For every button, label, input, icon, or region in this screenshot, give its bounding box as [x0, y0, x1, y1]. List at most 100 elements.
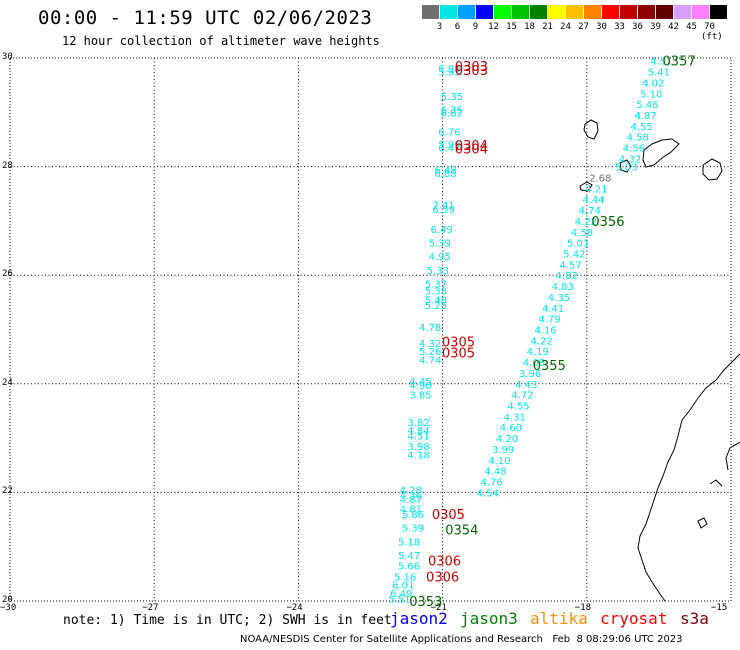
- wave-height-value: 4.60: [500, 423, 522, 434]
- color-scale-label: 9: [472, 22, 479, 32]
- wave-height-value: 4.19: [527, 347, 549, 358]
- wave-height-value: 3.96: [519, 369, 541, 380]
- wave-height-value: 5.47: [398, 551, 420, 562]
- legend-cryosat: cryosat: [600, 609, 668, 628]
- wave-height-value: 4.90: [409, 381, 431, 392]
- wave-height-value: 4.21: [585, 184, 607, 195]
- wave-height-value: 3.82: [407, 418, 429, 429]
- wave-height-value: 4.44: [582, 195, 604, 206]
- legend-s3a: s3a: [680, 609, 709, 628]
- wave-height-value: 5.66: [398, 562, 420, 573]
- color-swatch: [710, 5, 727, 19]
- wave-height-value: 4.55: [630, 122, 652, 133]
- wave-height-value: 6.35: [441, 106, 463, 117]
- color-scale-label: 18: [524, 22, 535, 32]
- wave-height-value: 4.87: [400, 495, 422, 506]
- latitude-label: 26: [2, 269, 13, 280]
- wave-height-value: 4.51: [650, 57, 672, 68]
- pass-time-label: 0304: [455, 143, 488, 158]
- color-scale-label: 36: [632, 22, 643, 32]
- color-swatch: [476, 5, 493, 19]
- wave-height-value: 5.39: [402, 524, 424, 535]
- wave-height-value: 6.49: [431, 225, 453, 236]
- wave-height-value: 4.36: [400, 491, 422, 502]
- wave-height-value: 4.55: [507, 402, 529, 413]
- color-swatch: [674, 5, 691, 19]
- pass-time-label: 0355: [533, 359, 566, 374]
- color-scale-label: 70 (ft): [701, 22, 723, 42]
- color-swatch: [530, 5, 547, 19]
- wave-height-value: 4.10: [488, 456, 510, 467]
- wave-height-value: 4.48: [484, 467, 506, 478]
- color-scale-label: 6: [454, 22, 461, 32]
- island-gran-canaria: [702, 158, 723, 181]
- wave-height-value: 4.58: [571, 228, 593, 239]
- wave-height-value: 6.59: [432, 205, 454, 216]
- color-scale-label: 30: [596, 22, 607, 32]
- island-la-gomera: [619, 159, 632, 173]
- color-swatch: [692, 5, 709, 19]
- color-swatch: [566, 5, 583, 19]
- color-scale-label: 12: [488, 22, 499, 32]
- latitude-label: 20: [2, 595, 13, 605]
- wave-height-value: 4.72: [511, 391, 533, 402]
- pass-time-label: 0354: [445, 523, 478, 538]
- color-swatch: [638, 5, 655, 19]
- wave-height-value: 7.41: [432, 201, 454, 212]
- wave-height-value: 4.56: [623, 144, 645, 155]
- pass-time-label: 0356: [591, 215, 624, 230]
- island-tenerife: [642, 138, 680, 168]
- legend-altika: altika: [530, 609, 588, 628]
- wave-height-value: 4.74: [579, 206, 601, 217]
- wave-height-value: 5.25: [425, 301, 447, 312]
- pass-time-label: 0306: [426, 571, 459, 586]
- wave-height-value: 5.48: [425, 296, 447, 307]
- pass-time-label: 0305: [442, 335, 475, 350]
- wave-height-value: 5.51: [388, 594, 410, 605]
- color-swatch: [440, 5, 457, 19]
- wave-height-value: 6.48: [434, 165, 456, 176]
- color-swatch: [548, 5, 565, 19]
- wave-height-value: 4.41: [542, 304, 564, 315]
- pass-time-label: 0353: [409, 595, 442, 610]
- wave-height-value: 4.95: [429, 252, 451, 263]
- wave-height-value: 4.22: [575, 217, 597, 228]
- wave-height-value: 3.99: [492, 445, 514, 456]
- wave-height-value: 4.83: [552, 282, 574, 293]
- coastline-detail: [725, 441, 740, 471]
- wave-height-value: 4.32: [419, 339, 441, 350]
- wave-height-value: 4.82: [555, 271, 577, 282]
- wave-height-value: 5.95: [438, 68, 460, 79]
- wave-height-value: 6.01: [392, 581, 414, 592]
- wave-height-value: 4.16: [534, 326, 556, 337]
- legend-jason2: jason2: [390, 609, 448, 628]
- wave-height-value: 4.31: [504, 412, 526, 423]
- latitude-label: 28: [2, 160, 13, 171]
- longitude-label: −18: [574, 603, 592, 613]
- wave-height-value: 5.18: [398, 537, 420, 548]
- wave-height-value: 5.33: [427, 266, 449, 277]
- pass-time-label: 0306: [428, 554, 461, 569]
- wave-height-value: 4.87: [634, 111, 656, 122]
- coastline-detail: [709, 479, 723, 487]
- wave-height-value: 4.78: [419, 323, 441, 334]
- pass-time-label: 0305: [432, 508, 465, 523]
- latitude-label: 24: [2, 377, 13, 388]
- map-subtitle: 12 hour collection of altimeter wave hei…: [62, 34, 380, 48]
- african-coastline: [637, 353, 740, 602]
- wave-height-value: 4.02: [642, 78, 664, 89]
- wave-height-value: 4.45: [409, 377, 431, 388]
- latitude-label: 22: [2, 486, 13, 497]
- longitude-label: −15: [711, 603, 728, 613]
- pass-time-label: 0303: [455, 64, 488, 79]
- footnote: note: 1) Time is in UTC; 2) SWH is in fe…: [63, 613, 392, 628]
- wave-height-value: 4.76: [480, 478, 502, 489]
- wave-height-value: 6.47: [438, 144, 460, 155]
- color-scale-label: 21: [542, 22, 553, 32]
- longitude-label: −27: [142, 603, 159, 613]
- wave-height-value: 4.51: [407, 431, 429, 442]
- legend-jason3: jason3: [460, 609, 518, 628]
- wave-height-value: 6.88: [434, 169, 456, 180]
- wave-height-value: 4.79: [538, 315, 560, 326]
